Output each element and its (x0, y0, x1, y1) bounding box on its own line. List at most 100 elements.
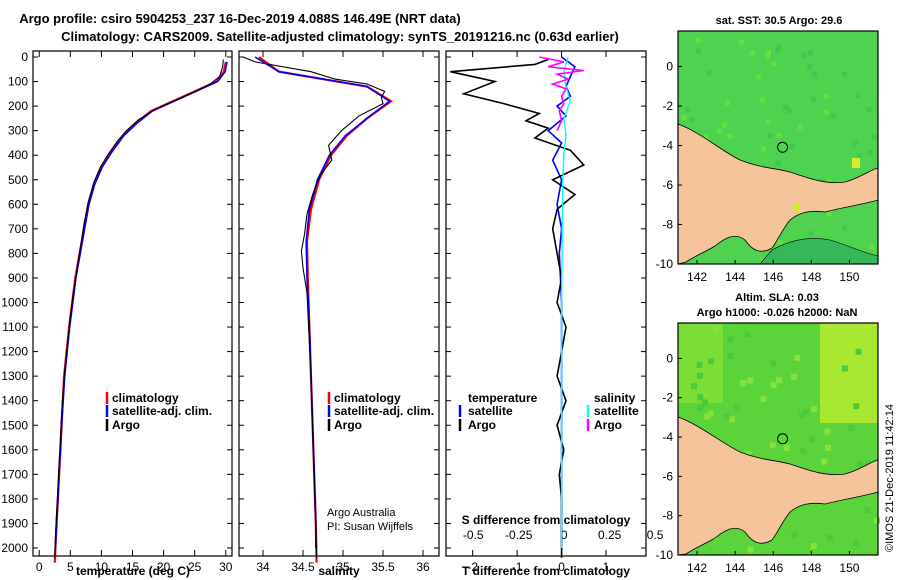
sst-pixel (782, 104, 788, 110)
x-tick-label: 34 (256, 560, 270, 574)
legend-climatology-label: climatology (334, 391, 401, 405)
sst-pixel (696, 48, 702, 54)
lat-tick-label: -4 (662, 139, 673, 153)
lat-tick-label: -2 (662, 391, 673, 405)
figure-title-line1: Argo profile: csiro 5904253_237 16-Dec-2… (19, 11, 461, 26)
salinity-legend: climatology satellite-adj. clim. Argo (327, 391, 434, 432)
sla-pixel (701, 399, 708, 406)
pressure-tick-label: 700 (8, 222, 28, 236)
sst-pixel (695, 37, 701, 43)
sla-pixel (691, 383, 698, 390)
sla-pixel (824, 444, 831, 451)
legend-satellite-label: satellite-adj. clim. (334, 404, 434, 418)
sst-pixel (727, 134, 733, 140)
sla-pixel (696, 362, 703, 369)
sla-map-title1: Altim. SLA: 0.03 (735, 292, 819, 304)
pressure-tick-label: 300 (8, 124, 28, 138)
sst-pixel (830, 113, 836, 119)
sla-pixel (733, 405, 740, 412)
pressure-tick-label: 400 (8, 148, 28, 162)
sst-pixel (760, 97, 766, 103)
sst-speckle (681, 37, 879, 259)
sst-pixel (786, 108, 792, 114)
sla-pixel (696, 372, 703, 379)
sla-lon-axis: 142 144 146 148 150 (687, 551, 860, 575)
sla-pixel (712, 325, 719, 332)
lon-tick-label: 150 (839, 270, 859, 284)
sla-pixel (865, 460, 872, 467)
sla-map: Altim. SLA: 0.03 Argo h1000: -0.026 h200… (656, 292, 880, 575)
x-tick-label: 20 (157, 560, 171, 574)
sla-pixel (848, 425, 855, 432)
sst-pixel (721, 122, 727, 128)
pressure-tick-label: 1000 (1, 296, 28, 310)
s-diff-tick-label: 0.25 (598, 528, 622, 542)
sla-pixel (697, 394, 704, 401)
sst-pixel (766, 53, 772, 59)
sst-pixel (684, 106, 690, 112)
lat-tick-label: -8 (662, 509, 673, 523)
sst-map-frame (677, 30, 879, 265)
difference-panel: -2 -1 0 1 -0.5 -0.25 0 0.25 0.5 T difference fr… (445, 50, 664, 578)
sst-pixel (767, 133, 773, 139)
lon-tick-label: 142 (687, 561, 707, 575)
series-line-temperature-argo (450, 58, 586, 558)
legend-argo-label: Argo (112, 418, 140, 432)
x-tick-label: 30 (219, 560, 233, 574)
series-line-salinity-argo (539, 56, 584, 132)
sst-pixel (724, 100, 730, 106)
temperature-legend: climatology satellite-adj. clim. Argo (105, 391, 212, 432)
sla-pixel (727, 336, 734, 343)
sla-pixel (794, 354, 801, 361)
lat-tick-label: -8 (662, 218, 673, 232)
x-tick-label: 15 (126, 560, 140, 574)
lon-tick-label: 144 (725, 270, 745, 284)
legend-argo-label: Argo (334, 418, 362, 432)
pressure-tick-label: 1400 (1, 394, 28, 408)
salinity-axis: 34 34.5 35 35.5 36 (256, 51, 430, 574)
pressure-tick-label: 1500 (1, 418, 28, 432)
pressure-tick-label: 1200 (1, 345, 28, 359)
salinity-ytick-marks (239, 56, 439, 549)
sla-pixel (856, 461, 863, 468)
lat-tick-label: -6 (662, 469, 673, 483)
t-difference-axis: -2 -1 0 1 (467, 51, 610, 574)
x-tick-label: 10 (95, 560, 109, 574)
pressure-tick-label: 1600 (1, 443, 28, 457)
sst-pixel (716, 128, 722, 134)
sst-pixel (776, 44, 782, 50)
sla-pixel (799, 447, 806, 454)
x-tick-label: 0 (36, 560, 43, 574)
sst-pixel (824, 110, 830, 116)
sla-pixel (873, 517, 880, 524)
salinity-series (242, 56, 393, 563)
pressure-tick-label: 1900 (1, 516, 28, 530)
s-diff-tick-label: -0.5 (463, 528, 484, 542)
sla-pixel (770, 382, 777, 389)
pressure-axis: 0 100 200 300 400 500 600 700 800 900 1000 1100 1200… (1, 50, 232, 555)
sla-pixel (775, 377, 782, 384)
pressure-tick-label: 500 (8, 173, 28, 187)
sst-pixel (690, 117, 696, 123)
pressure-tick-label: 800 (8, 246, 28, 260)
legend-s-satellite-label: satellite (594, 404, 639, 418)
sst-pixel (750, 50, 756, 56)
s-difference-axis: -0.5 -0.25 0 0.25 0.5 (463, 528, 664, 542)
sst-pixel (789, 144, 795, 150)
sla-map-title2: Argo h1000: -0.026 h2000: NaN (697, 307, 858, 319)
lat-tick-label: -2 (662, 99, 673, 113)
x-tick-label: 35 (336, 560, 350, 574)
x-tick-label: 5 (67, 560, 74, 574)
pressure-tick-label: 600 (8, 197, 28, 211)
lat-tick-label: -10 (656, 548, 674, 562)
sla-pixel (853, 403, 860, 410)
sla-pixel (791, 532, 798, 539)
series-line-argo (54, 59, 224, 558)
pressure-tick-label: 2000 (1, 541, 28, 555)
sst-pixel (775, 47, 781, 53)
sst-pixel (868, 244, 874, 250)
sla-pixel (855, 348, 862, 355)
sst-pixel (826, 211, 832, 217)
sla-lat-axis: 0 -2 -4 -6 -8 -10 (656, 351, 682, 562)
sst-pixel (823, 93, 829, 99)
